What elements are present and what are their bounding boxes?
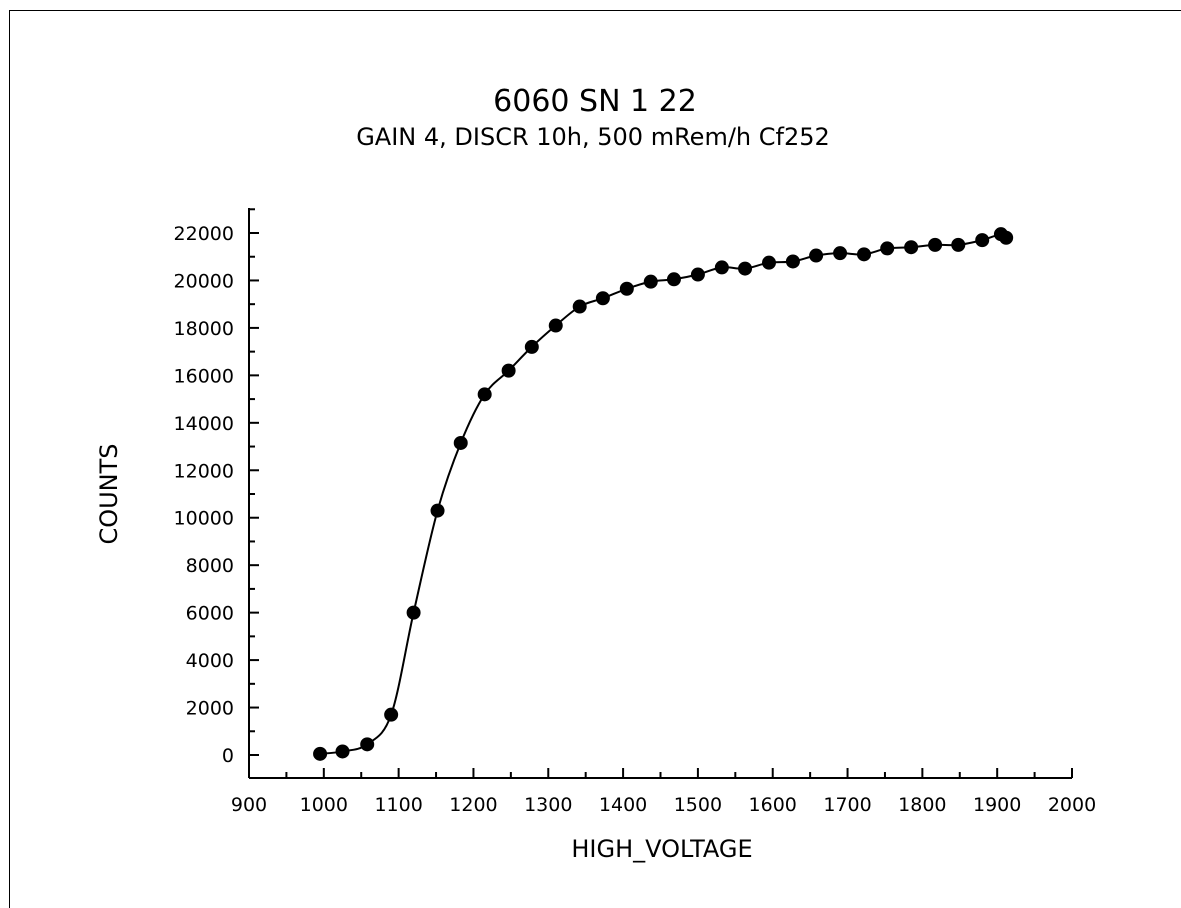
data-point: [406, 605, 421, 620]
data-point: [880, 241, 895, 256]
data-point: [595, 291, 610, 306]
x-tick-label: 900: [231, 794, 267, 816]
data-point: [477, 387, 492, 402]
data-point: [501, 363, 516, 378]
data-point: [572, 299, 587, 314]
x-tick-label: 1700: [823, 794, 871, 816]
chart-subtitle: GAIN 4, DISCR 10h, 500 mRem/h Cf252: [356, 123, 830, 151]
y-tick-label: 18000: [174, 318, 234, 340]
y-tick-label: 12000: [174, 460, 234, 482]
data-point: [384, 707, 399, 722]
data-point: [360, 737, 375, 752]
data-point: [999, 230, 1014, 245]
x-axis-label: HIGH_VOLTAGE: [571, 835, 752, 863]
y-tick-label: 6000: [186, 603, 234, 625]
y-tick-label: 10000: [174, 508, 234, 530]
x-tick-label: 2000: [1048, 794, 1096, 816]
y-tick-label: 4000: [186, 650, 234, 672]
y-axis-label: COUNTS: [95, 443, 123, 544]
axes: 900 1000 1100 1200 1300 1400 1500 1600 1700 1800 1…: [174, 208, 1096, 816]
x-tick-label: 1200: [449, 794, 497, 816]
x-tick-label: 1300: [524, 794, 572, 816]
data-point: [904, 240, 919, 255]
x-tick-label: 1500: [674, 794, 722, 816]
data-point: [619, 281, 634, 296]
x-tick-label: 1000: [300, 794, 348, 816]
y-tick-label: 16000: [174, 365, 234, 387]
x-tick-label: 1400: [599, 794, 647, 816]
x-tick-label: 1100: [374, 794, 422, 816]
data-point: [738, 261, 753, 276]
series-line: [319, 233, 1007, 755]
chart-title: 6060 SN 1 22: [493, 84, 697, 119]
data-point: [313, 746, 328, 761]
x-tick-label: 1800: [898, 794, 946, 816]
x-tick-label: 1900: [973, 794, 1021, 816]
y-tick-label: 14000: [174, 413, 234, 435]
data-point: [430, 503, 445, 518]
data-point: [951, 237, 966, 252]
data-point: [761, 255, 776, 270]
data-point: [928, 237, 943, 252]
y-tick-label: 8000: [186, 555, 234, 577]
data-point: [857, 247, 872, 262]
plot-frame: [9, 10, 1181, 908]
data-point: [335, 744, 350, 759]
data-point: [690, 267, 705, 282]
data-point: [548, 318, 563, 333]
data-point: [666, 272, 681, 287]
data-point: [643, 274, 658, 289]
data-point: [524, 339, 539, 354]
data-point: [785, 254, 800, 269]
data-point: [809, 248, 824, 263]
x-tick-label: 1600: [749, 794, 797, 816]
y-tick-label: 22000: [174, 223, 234, 245]
data-point: [714, 260, 729, 275]
data-point: [833, 246, 848, 261]
data-point: [453, 435, 468, 450]
data-point: [975, 233, 990, 248]
y-tick-label: 0: [222, 745, 234, 767]
series-layer: [313, 227, 1014, 761]
y-tick-label: 20000: [174, 270, 234, 292]
y-tick-label: 2000: [186, 698, 234, 720]
